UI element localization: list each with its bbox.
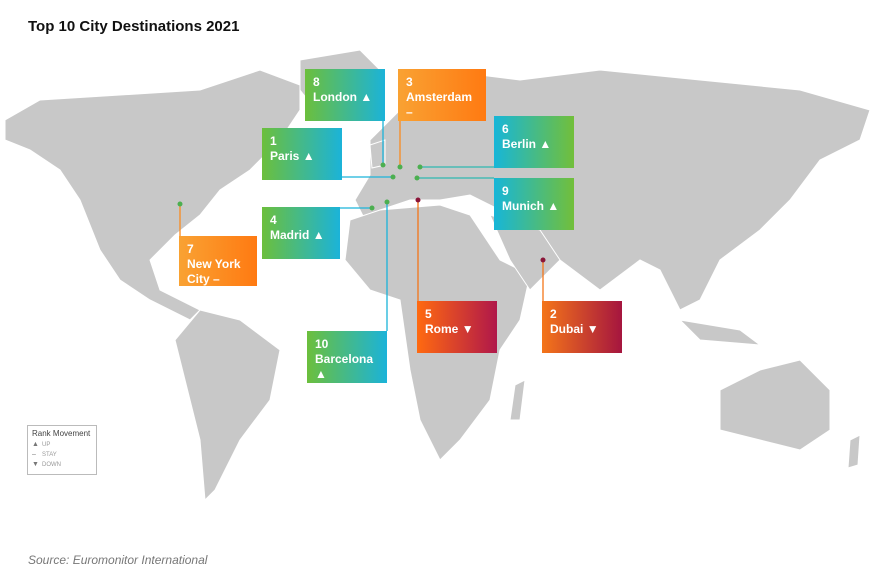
legend: Rank Movement ▲ UP – STAY ▼ DOWN — [27, 425, 97, 475]
city-name: Munich — [502, 199, 544, 213]
rank-movement: ▼ — [586, 322, 599, 336]
city-name: Barcelona — [315, 352, 374, 366]
city-label: Munich ▲ — [502, 199, 566, 214]
city-name: Madrid — [270, 228, 310, 242]
legend-item: ▲ UP — [32, 440, 92, 450]
eurasia — [354, 69, 871, 311]
city-label: Rome ▼ — [425, 322, 489, 337]
rank-movement: ▼ — [461, 322, 474, 336]
city-dot — [417, 164, 423, 170]
legend-label: UP — [42, 442, 51, 448]
legend-item: – STAY — [32, 450, 92, 460]
rank-movement: ▲ — [547, 199, 560, 213]
city-label: Dubai ▼ — [550, 322, 614, 337]
legend-label: STAY — [42, 452, 57, 458]
city-name: Berlin — [502, 137, 537, 151]
indonesia — [678, 319, 762, 346]
city-name: Dubai — [550, 322, 584, 336]
source: Source: Euromonitor International — [28, 553, 208, 567]
city-dot — [380, 162, 386, 168]
city-box: 4 Madrid ▲ — [262, 207, 340, 259]
city-rank: 8 — [313, 75, 320, 89]
legend-item: ▼ DOWN — [32, 460, 92, 470]
legend-symbol: ▼ — [32, 461, 39, 468]
legend-title: Rank Movement — [32, 429, 91, 438]
city-dot — [177, 201, 183, 207]
city-name: London — [313, 90, 357, 104]
legend-symbol: ▲ — [32, 441, 39, 448]
city-dot — [390, 174, 396, 180]
city-rank: 9 — [502, 184, 509, 198]
city-dot — [397, 164, 403, 170]
city-box: 6 Berlin ▲ — [494, 116, 574, 168]
city-label: Barcelona ▲ — [315, 352, 379, 382]
city-rank: 1 — [270, 134, 277, 148]
city-label: Berlin ▲ — [502, 137, 566, 152]
city-name: New York City — [187, 257, 241, 286]
city-box: 3 Amsterdam – — [398, 69, 486, 121]
rank-movement: ▲ — [360, 90, 373, 104]
city-label: London ▲ — [313, 90, 377, 105]
city-dot — [384, 199, 390, 205]
south-america — [174, 309, 281, 502]
city-label: Paris ▲ — [270, 149, 334, 164]
australia — [719, 359, 831, 451]
city-rank: 7 — [187, 242, 194, 256]
city-name: Paris — [270, 149, 300, 163]
rank-movement: – — [406, 105, 413, 119]
legend-symbol: – — [32, 451, 36, 458]
city-rank: 4 — [270, 213, 277, 227]
city-dot — [414, 175, 420, 181]
city-rank: 6 — [502, 122, 509, 136]
city-rank: 2 — [550, 307, 557, 321]
city-label: Madrid ▲ — [270, 228, 332, 243]
city-box: 7 New York City – — [179, 236, 257, 286]
city-label: Amsterdam – — [406, 90, 478, 120]
city-box: 10 Barcelona ▲ — [307, 331, 387, 383]
city-rank: 5 — [425, 307, 432, 321]
city-rank: 3 — [406, 75, 413, 89]
city-dot — [369, 205, 375, 211]
rank-movement: – — [213, 272, 220, 286]
city-dot — [415, 197, 421, 203]
rank-movement: ▲ — [312, 228, 325, 242]
city-rank: 10 — [315, 337, 329, 351]
north-america — [4, 69, 301, 321]
city-name: Rome — [425, 322, 459, 336]
city-box: 9 Munich ▲ — [494, 178, 574, 230]
city-name: Amsterdam — [406, 90, 473, 104]
title: Top 10 City Destinations 2021 — [28, 18, 240, 35]
city-box: 2 Dubai ▼ — [542, 301, 622, 353]
city-box: 1 Paris ▲ — [262, 128, 342, 180]
city-dot — [540, 257, 546, 263]
legend-label: DOWN — [42, 462, 61, 468]
rank-movement: ▲ — [315, 367, 327, 381]
city-box: 8 London ▲ — [305, 69, 385, 121]
madagascar — [509, 379, 526, 421]
rank-movement: ▲ — [539, 137, 552, 151]
city-box: 5 Rome ▼ — [417, 301, 497, 353]
new-zealand — [847, 434, 861, 469]
rank-movement: ▲ — [302, 149, 315, 163]
city-label: New York City – — [187, 257, 249, 287]
